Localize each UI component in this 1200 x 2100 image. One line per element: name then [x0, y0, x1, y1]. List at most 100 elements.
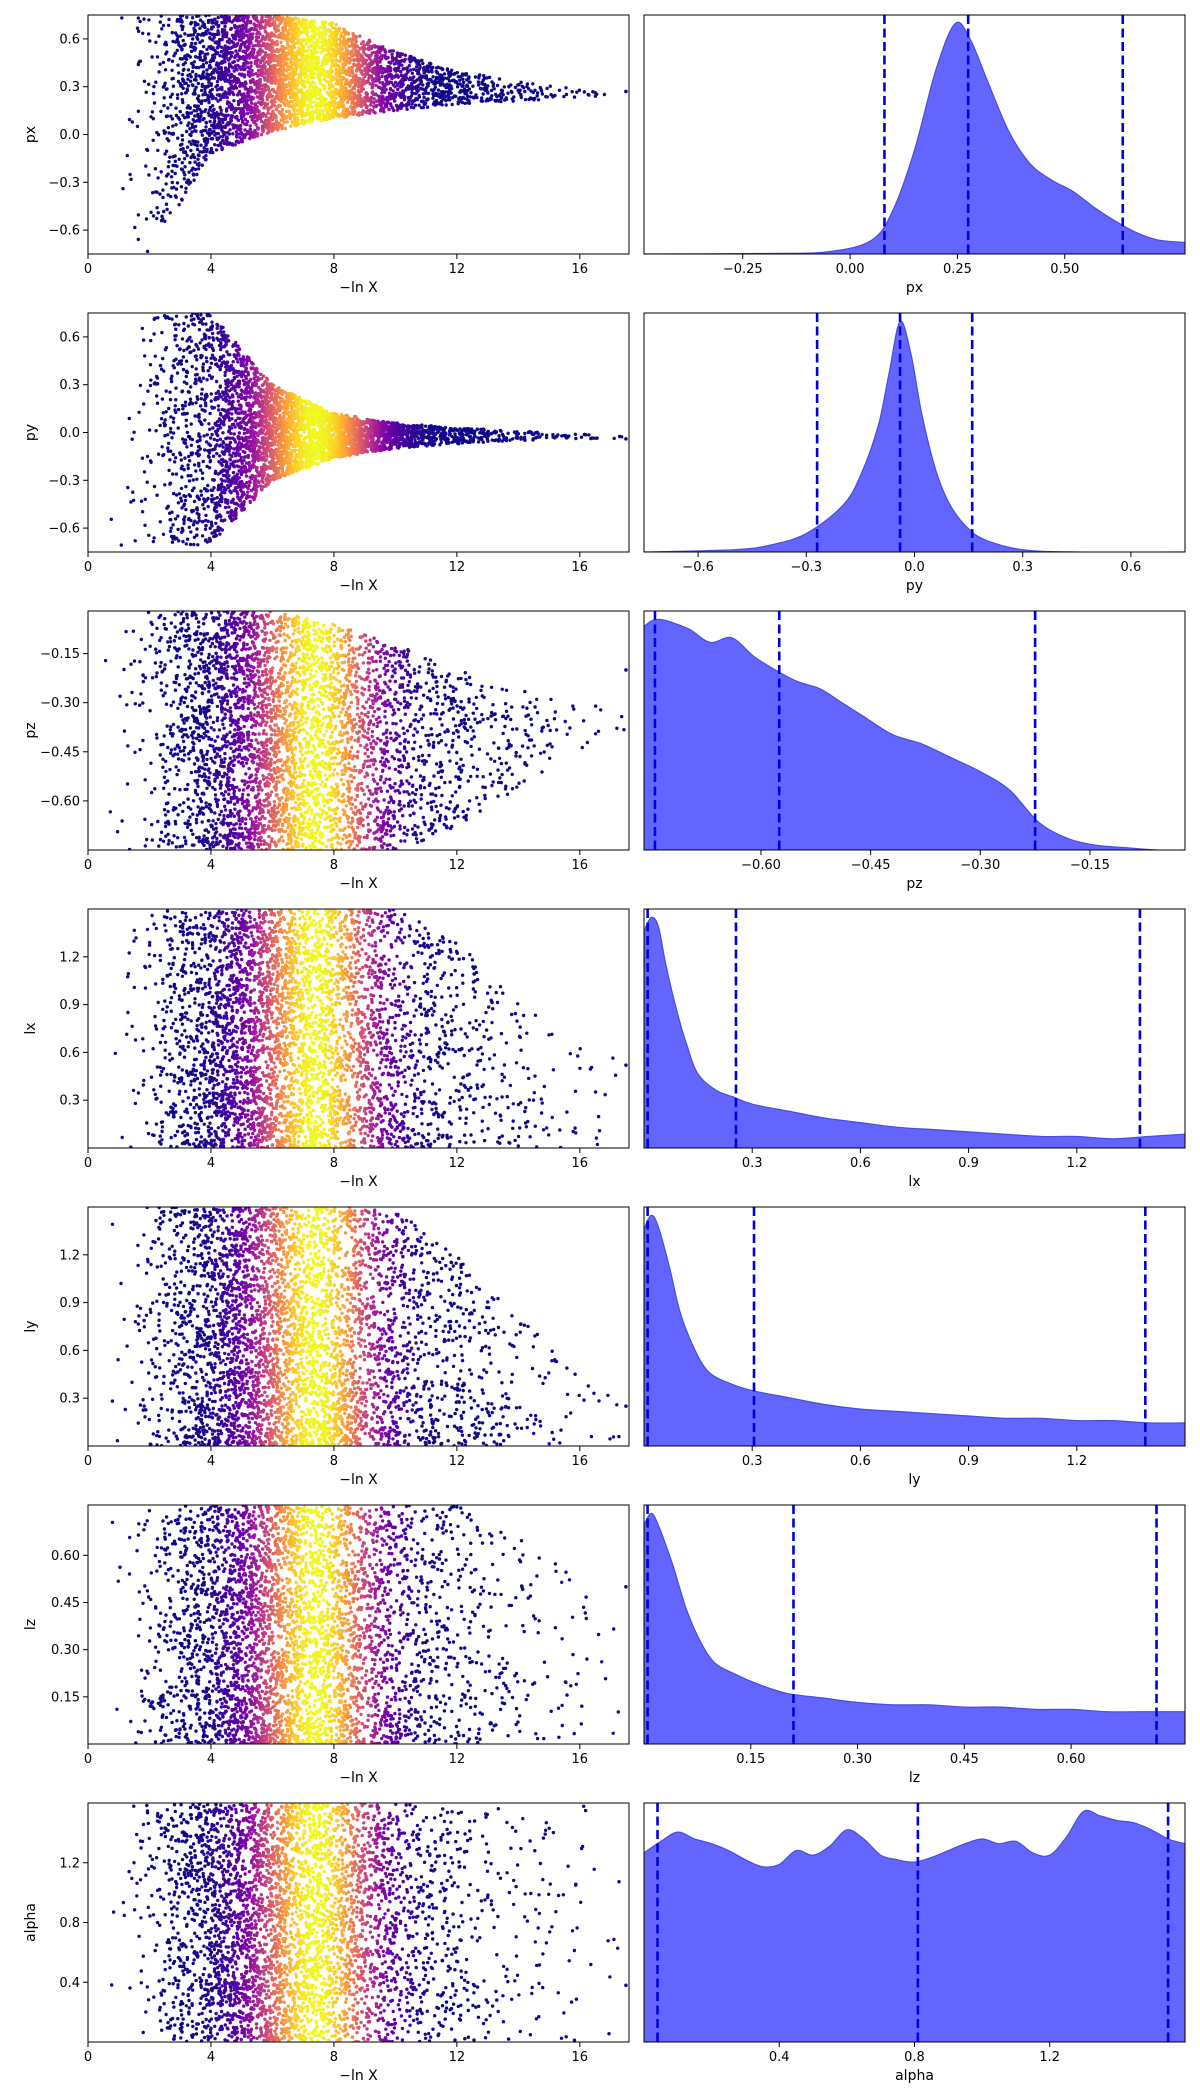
scatter-point — [407, 77, 412, 82]
scatter-point — [171, 420, 176, 424]
scatter-point — [383, 103, 388, 108]
scatter-point — [184, 129, 189, 134]
scatter-point — [177, 117, 182, 122]
scatter-point — [230, 114, 235, 118]
scatter-point — [175, 48, 179, 52]
scatter-point — [182, 348, 186, 353]
scatter-point — [236, 118, 241, 123]
scatter-point — [161, 188, 165, 192]
scatter-point — [502, 85, 506, 89]
scatter-point — [175, 93, 180, 97]
scatter-point — [205, 137, 210, 141]
scatter-point — [459, 75, 463, 79]
scatter-point — [312, 19, 316, 23]
scatter-point — [149, 460, 153, 464]
scatter-point — [256, 35, 261, 40]
scatter-point — [419, 86, 423, 91]
scatter-point — [223, 24, 227, 29]
scatter-point — [180, 133, 184, 138]
scatter-point — [403, 53, 408, 57]
scatter-point — [156, 211, 160, 215]
scatter-point — [624, 89, 628, 94]
scatter-point — [197, 415, 201, 419]
scatter-point — [196, 397, 200, 401]
scatter-point — [197, 161, 201, 165]
scatter-point — [306, 40, 310, 44]
scatter-point — [207, 133, 212, 138]
scatter-point — [200, 39, 204, 43]
scatter-point — [142, 470, 147, 474]
scatter-point — [189, 111, 194, 115]
scatter-point — [313, 110, 318, 115]
scatter-point — [192, 463, 197, 467]
scatter-point — [173, 159, 177, 163]
scatter-point — [472, 435, 477, 439]
scatter-point — [270, 31, 274, 35]
scatter-point — [527, 97, 531, 102]
scatter-point — [218, 54, 222, 58]
scatter-point — [360, 110, 364, 114]
scatter-point — [205, 140, 210, 144]
scatter-point — [168, 397, 173, 402]
scatter-point — [181, 147, 185, 151]
scatter-point — [481, 92, 485, 96]
scatter-point — [217, 116, 221, 121]
scatter-point — [396, 87, 400, 92]
scatter-point — [297, 27, 301, 31]
scatter-point — [184, 418, 188, 422]
trace-panel-px: 0 4 8 12 16−0.6−0.30.00.30.6−ln Xpx — [23, 14, 630, 296]
scatter-point — [421, 83, 425, 87]
scatter-point — [190, 70, 195, 74]
scatter-point — [253, 43, 258, 48]
scatter-point — [163, 418, 167, 422]
scatter-point — [181, 78, 186, 83]
scatter-point — [234, 86, 239, 90]
y-axis-label: px — [23, 126, 39, 143]
scatter-point — [564, 86, 568, 90]
scatter-point — [249, 86, 253, 91]
scatter-point — [281, 117, 286, 121]
scatter-point — [285, 115, 289, 119]
scatter-point — [195, 172, 199, 177]
scatter-point — [182, 327, 187, 331]
scatter-point — [220, 87, 224, 92]
scatter-point — [460, 100, 465, 105]
scatter-point — [248, 21, 253, 25]
scatter-point — [306, 78, 310, 82]
scatter-point — [180, 20, 184, 24]
scatter-point — [314, 57, 318, 61]
scatter-point — [168, 481, 173, 485]
scatter-point — [285, 42, 290, 46]
scatter-point — [173, 460, 177, 464]
scatter-point — [179, 34, 183, 38]
scatter-point — [159, 170, 163, 174]
scatter-point — [201, 44, 206, 49]
scatter-point — [549, 93, 553, 97]
scatter-point — [148, 383, 153, 388]
scatter-point — [204, 61, 209, 65]
scatter-point — [220, 146, 224, 150]
scatter-point — [388, 87, 393, 92]
x-tick-label: 0.00 — [836, 262, 865, 277]
scatter-point — [171, 491, 176, 496]
scatter-point — [421, 61, 425, 66]
scatter-point — [144, 217, 149, 221]
scatter-point — [582, 90, 586, 94]
scatter-point — [405, 107, 409, 111]
scatter-point — [200, 133, 204, 137]
scatter-point — [194, 354, 198, 358]
scatter-point — [147, 173, 151, 177]
scatter-point — [500, 432, 505, 436]
scatter-point — [161, 217, 165, 221]
scatter-point — [183, 441, 188, 446]
scatter-point — [463, 101, 467, 106]
scatter-point — [395, 108, 400, 112]
scatter-point — [327, 83, 332, 87]
scatter-point — [223, 60, 227, 64]
scatter-point — [204, 121, 209, 125]
scatter-point — [189, 142, 193, 146]
scatter-point — [531, 438, 535, 442]
scatter-point — [450, 102, 454, 107]
scatter-point — [144, 164, 148, 168]
scatter-point — [476, 436, 480, 440]
